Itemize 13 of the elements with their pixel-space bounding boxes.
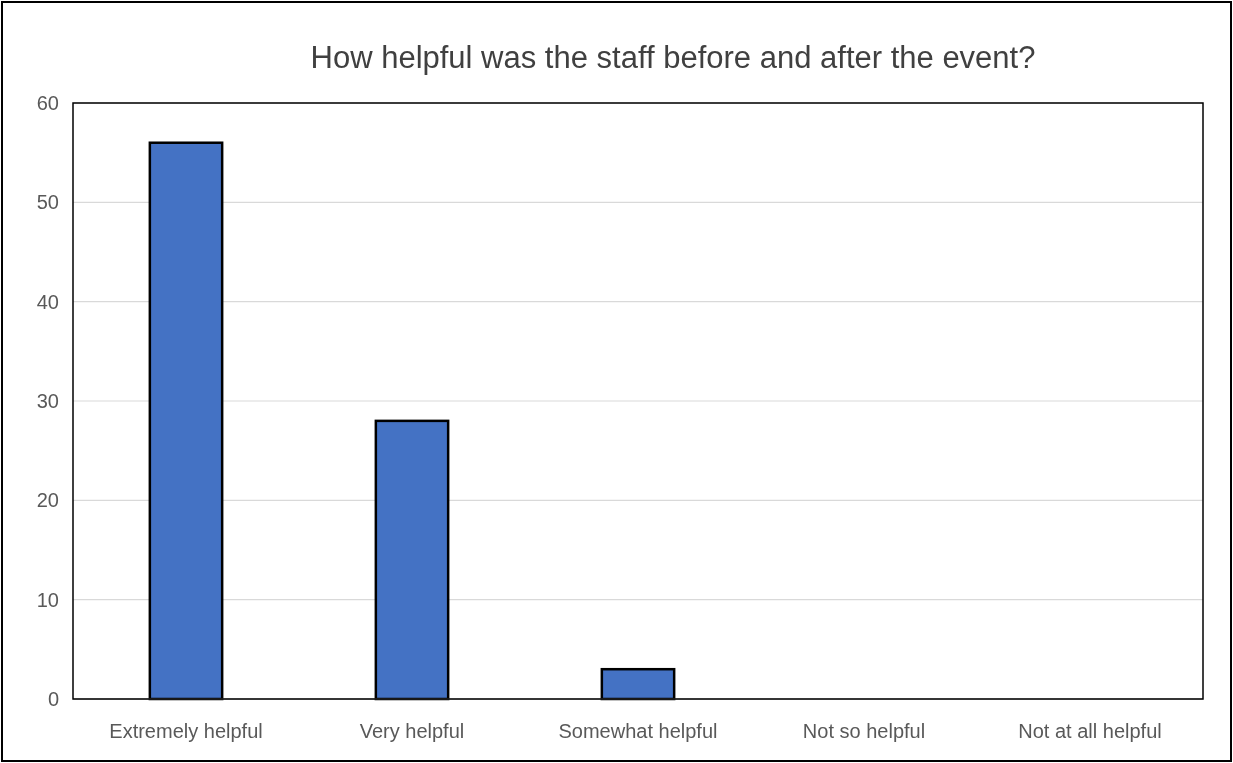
y-tick-label: 50: [36, 191, 59, 214]
y-tick-label: 40: [36, 290, 59, 313]
y-tick-label: 20: [36, 489, 59, 512]
y-tick-label: 30: [36, 390, 59, 412]
x-tick-label: Not so helpful: [802, 720, 926, 742]
y-tick-label: 0: [47, 688, 59, 710]
chart-title: How helpful was the staff before and after the event?: [310, 40, 1036, 75]
x-tick-label: Not at all helpful: [1018, 720, 1162, 742]
x-tick-label: Extremely helpful: [109, 720, 263, 742]
y-tick-label: 10: [36, 588, 59, 611]
x-tick-label: Somewhat helpful: [558, 720, 718, 742]
y-tick-label: 60: [36, 92, 59, 114]
x-tick-label: Very helpful: [359, 720, 465, 742]
